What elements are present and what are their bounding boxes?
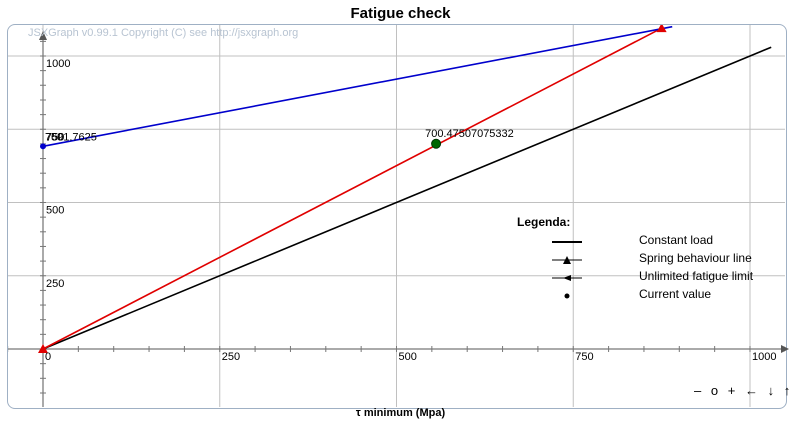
- zoom-reset-button[interactable]: o: [710, 383, 720, 398]
- spring-line-endpoint-0: [38, 344, 48, 353]
- x-axis-arrowhead: [781, 345, 789, 353]
- chart-title: Fatigue check: [350, 5, 451, 22]
- x-tick-label: 250: [222, 351, 240, 363]
- x-axis-label: τ minimum (Mpa): [355, 407, 446, 419]
- legend-title: Legenda:: [517, 215, 571, 229]
- spring-line-endpoint-1: [656, 25, 667, 33]
- zoom-in-button[interactable]: +: [727, 383, 737, 398]
- x-tick-label: 1000: [752, 351, 776, 363]
- y-axis-arrowhead: [39, 31, 47, 40]
- current-value-label: 700.47507075332: [425, 128, 514, 140]
- legend-symbol-arrow: [563, 275, 571, 281]
- legend-item-spring-behaviour-line: Spring behaviour line: [639, 251, 752, 265]
- legend-item-current-value: Current value: [639, 287, 712, 301]
- copyright-text: JSXGraph v0.99.1 Copyright (C) see http:…: [28, 27, 299, 39]
- legend-symbol-dot: [564, 293, 570, 299]
- y-tick-label: 500: [46, 205, 64, 217]
- y-tick-label: 250: [46, 278, 64, 290]
- pan-left-button[interactable]: ←: [744, 383, 759, 398]
- series-line-2: [42, 25, 673, 148]
- axis-tick-750-label: 750: [45, 131, 63, 143]
- pan-up-button[interactable]: ↑: [783, 383, 792, 398]
- zoom-out-button[interactable]: –: [694, 383, 703, 398]
- legend-item-constant-load: Constant load: [639, 233, 714, 247]
- series-line-0: [42, 46, 772, 350]
- legend-symbol-triangle: [563, 256, 571, 264]
- current-value-point: [431, 138, 442, 149]
- fatigue-limit-start-point: [40, 143, 46, 150]
- pan-down-button[interactable]: ↓: [767, 383, 776, 398]
- navigation-bar: – o + ← ↓ ↑: [694, 383, 795, 398]
- x-tick-label: 750: [575, 351, 593, 363]
- y-tick-label: 750: [46, 131, 64, 143]
- series-line-1: [42, 27, 662, 350]
- legend-item-unlimited-fatigue-limit: Unlimited fatigue limit: [639, 269, 754, 283]
- fatigue-limit-value-label: 691.7625: [51, 131, 97, 143]
- y-tick-label: 1000: [46, 58, 70, 70]
- x-tick-label: 0: [45, 351, 51, 363]
- x-tick-label: 500: [399, 351, 417, 363]
